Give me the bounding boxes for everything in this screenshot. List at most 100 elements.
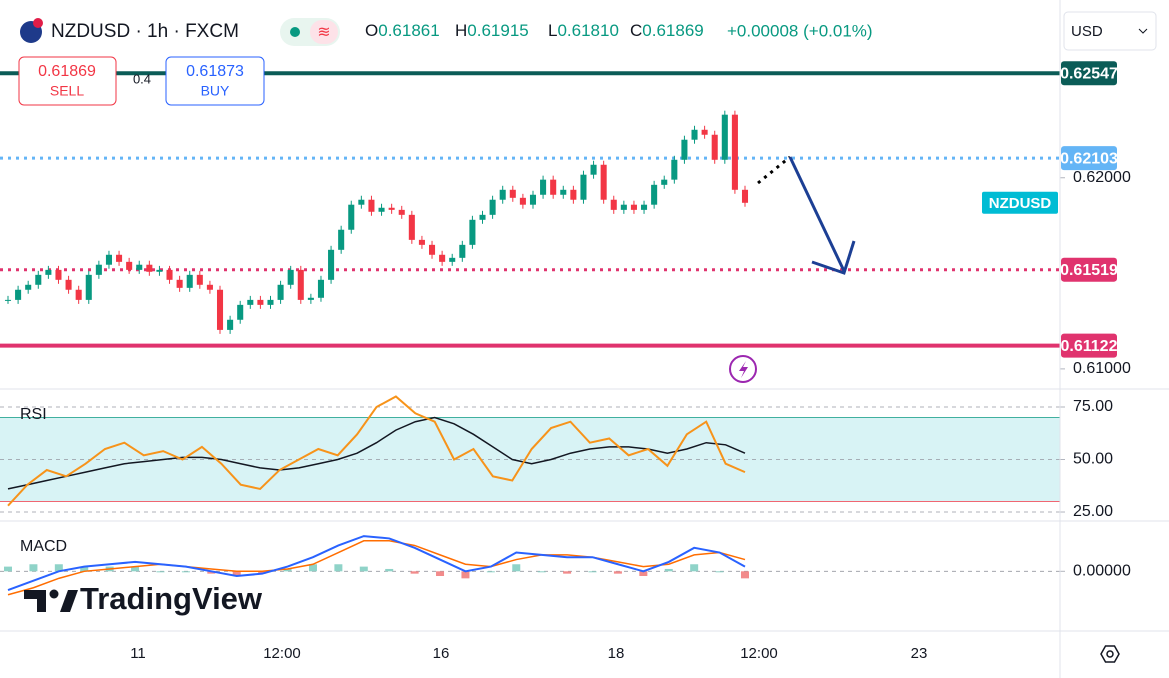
indicator-line	[7, 395, 746, 507]
histogram-bar	[207, 571, 216, 574]
indicator-line	[7, 535, 746, 592]
candle-body	[630, 204, 637, 210]
candle-body	[701, 129, 708, 135]
candle-body	[105, 254, 112, 265]
ohlc-value: 0.61861	[378, 21, 439, 40]
settings-button[interactable]	[1100, 645, 1120, 663]
candle-body	[186, 274, 193, 288]
candle-body	[570, 189, 577, 200]
logo-mark	[24, 590, 46, 612]
y-tick-label: 0.61000	[1073, 360, 1131, 377]
sell-button[interactable]	[18, 56, 117, 106]
ohlc-item: C0.61869	[630, 21, 704, 40]
candle-body	[641, 204, 648, 210]
candle-body	[65, 279, 72, 290]
candle-body	[479, 214, 486, 220]
ohlc-key: L	[548, 21, 557, 40]
ohlc-item: H0.61915	[455, 21, 529, 40]
market-status	[290, 27, 300, 37]
candle-body	[136, 264, 143, 270]
time-label: 11	[130, 645, 146, 662]
price-level-tag	[1061, 61, 1117, 86]
histogram-bar	[461, 571, 470, 579]
watermark: TradingView	[80, 581, 263, 616]
ohlc-item: L0.61810	[548, 21, 619, 40]
candle-body	[156, 269, 163, 272]
pane-title: RSI	[20, 406, 47, 423]
logo-mark	[49, 589, 59, 599]
candle-body	[227, 319, 234, 330]
time-label: 16	[433, 645, 450, 662]
candle-body	[590, 164, 597, 175]
pane-title: MACD	[20, 538, 67, 555]
candle-body	[610, 199, 617, 210]
candle-body	[721, 114, 728, 160]
candle-body	[55, 269, 62, 280]
panes: 0.62000 0.61000 0.62547 0.62103 0.61519 0.611…	[0, 61, 1131, 596]
candle-body	[620, 204, 627, 210]
candle-body	[509, 189, 516, 198]
indicator-line	[7, 540, 746, 596]
ohlc-value: 0.61915	[467, 21, 528, 40]
histogram-bar	[715, 571, 724, 573]
candle-body	[691, 129, 698, 140]
currency-select[interactable]	[1063, 11, 1157, 51]
logo-mark	[60, 590, 78, 612]
last-price-tag	[982, 191, 1058, 214]
histogram-bar	[131, 566, 140, 572]
histogram-bar	[537, 571, 546, 573]
histogram-bar	[181, 571, 190, 573]
candle-body	[378, 207, 385, 212]
ohlc-key: C	[630, 21, 642, 40]
histogram-bar	[283, 568, 292, 572]
candle-body	[338, 229, 345, 250]
candle-body	[176, 279, 183, 288]
candle-body	[529, 194, 537, 205]
histogram-bar	[563, 571, 572, 574]
histogram-bar	[4, 566, 12, 572]
candle-body	[449, 257, 456, 262]
histogram-bar	[690, 564, 699, 572]
candle-body	[45, 269, 52, 275]
histogram-bar	[308, 564, 317, 572]
candle-body	[388, 207, 395, 210]
price-level-tag	[1061, 146, 1117, 171]
buy-button[interactable]	[165, 56, 265, 106]
ohlc-key: O	[365, 21, 378, 40]
candle-body	[257, 299, 264, 305]
candle-body	[560, 189, 567, 195]
candle-body	[651, 184, 658, 205]
candle-body	[95, 264, 102, 275]
candle-body	[146, 264, 153, 272]
forecast-arrow	[788, 156, 846, 272]
candle-body	[307, 297, 314, 300]
histogram-bar	[588, 571, 597, 573]
candle-body	[741, 189, 749, 203]
histogram-bar	[436, 571, 445, 576]
settings-icon	[1106, 650, 1114, 658]
histogram-bar	[54, 564, 63, 572]
histogram-bar	[486, 571, 495, 573]
y-tick-label: 25.00	[1073, 503, 1113, 520]
y-tick-label: 0.00000	[1073, 563, 1131, 580]
ohlc-values: O0.61861 H0.61915 L0.61810 C0.61869	[365, 21, 704, 40]
candle-body	[358, 199, 365, 205]
candle-body	[15, 289, 22, 300]
forecast-arrow-head	[811, 240, 856, 275]
status-icon: ≋	[317, 24, 330, 41]
histogram-bar	[258, 571, 267, 574]
candle-body	[277, 284, 284, 300]
candle-body	[166, 269, 173, 280]
sell-price: 0.61869	[38, 63, 96, 80]
buy-label: BUY	[201, 83, 230, 99]
candle-body	[206, 284, 213, 290]
candle-body	[519, 197, 526, 205]
lightning	[739, 361, 748, 378]
candle-body	[600, 164, 607, 200]
last-price-symbol: NZDUSD	[989, 195, 1052, 212]
y-tick-label: 0.62000	[1073, 169, 1131, 186]
candle-body	[731, 114, 738, 190]
ohlc-value: 0.61869	[642, 21, 703, 40]
candle-body	[459, 244, 466, 258]
